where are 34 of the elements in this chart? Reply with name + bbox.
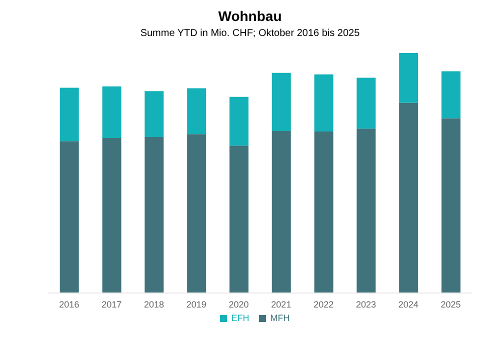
bar (399, 102, 418, 293)
bar (229, 96, 248, 146)
bar (187, 134, 206, 293)
legend-label: MFH (270, 313, 290, 323)
bar (187, 88, 206, 134)
x-tick-label: 2019 (186, 299, 206, 310)
chart-title: Wohnbau (217, 8, 283, 24)
x-tick-label: 2017 (102, 299, 122, 310)
bar (144, 91, 164, 137)
bar (60, 88, 79, 142)
bar (60, 141, 79, 293)
x-tick-label: 2021 (271, 299, 292, 310)
bar (144, 137, 164, 293)
bar (272, 72, 291, 131)
bar (314, 131, 334, 293)
bar (272, 131, 291, 293)
x-tick-label: 2025 (440, 299, 461, 310)
bar (399, 53, 418, 103)
bar (441, 118, 460, 293)
x-tick-label: 2016 (59, 299, 80, 310)
legend-label: EFH (231, 313, 250, 323)
bar (229, 146, 248, 293)
x-tick-label: 2022 (314, 299, 334, 310)
bar (102, 138, 122, 293)
bar (314, 74, 334, 132)
bar (356, 128, 376, 293)
x-tick-label: 2024 (398, 299, 418, 310)
bar (356, 78, 376, 129)
chart-subtitle: Summe YTD in Mio. CHF; Oktober 2016 bis 2025 (139, 28, 361, 39)
bar (102, 86, 122, 138)
bar (441, 71, 460, 118)
x-tick-label: 2020 (228, 299, 249, 310)
x-tick-label: 2023 (356, 299, 376, 310)
x-tick-label: 2018 (144, 299, 164, 310)
